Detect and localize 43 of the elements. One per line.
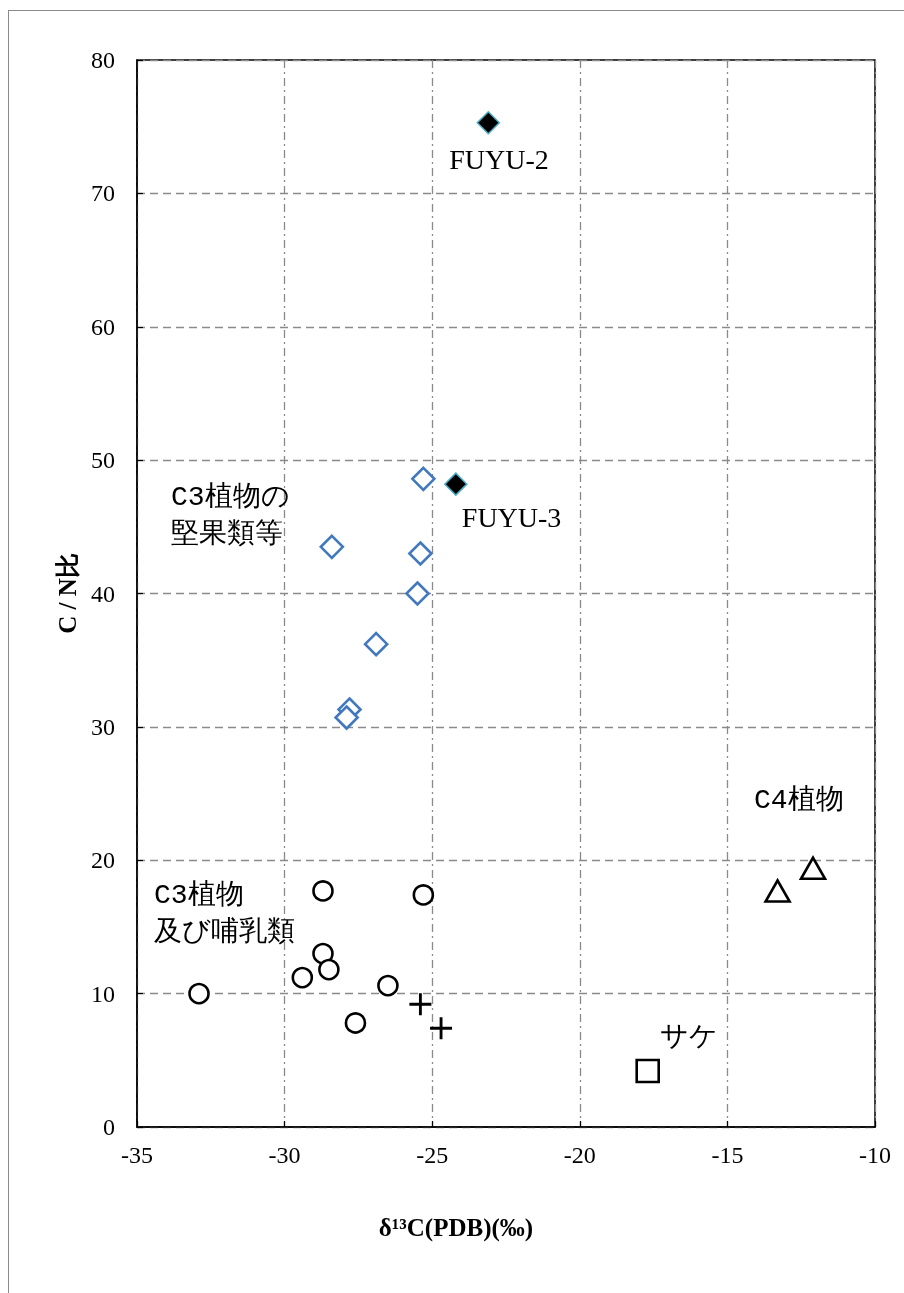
series-label: C4植物 (754, 783, 844, 816)
x-axis-title: δ¹³C(PDB)(‰) (378, 1214, 534, 1242)
point (411, 466, 436, 492)
x-tick-label: -30 (268, 1142, 301, 1168)
x-tick-label: -25 (416, 1142, 449, 1168)
x-tick-label: -10 (859, 1142, 891, 1168)
point (319, 534, 345, 560)
annotation: FUYU-2 (449, 144, 549, 176)
x-tick-label: -35 (121, 1142, 153, 1168)
point (476, 110, 501, 135)
x-tick-label: -20 (563, 1142, 596, 1168)
y-tick-label: 70 (91, 180, 115, 207)
point (444, 472, 468, 496)
point (764, 879, 791, 903)
x-tick-label: -15 (711, 1142, 744, 1168)
y-tick-label: 40 (91, 580, 115, 607)
point (405, 581, 430, 606)
series-label: C3植物の堅果類等 (171, 481, 290, 550)
point (412, 884, 435, 906)
series-label: C3植物及び哺乳類 (154, 879, 295, 948)
point (188, 982, 210, 1005)
point (799, 856, 827, 881)
point (363, 631, 389, 657)
point (635, 1058, 660, 1084)
y-tick-label: 50 (91, 447, 115, 474)
y-tick-label: 80 (91, 47, 115, 73)
point (409, 993, 432, 1016)
point (318, 958, 340, 981)
point (408, 541, 433, 566)
point (334, 705, 359, 730)
y-tick-label: 60 (91, 313, 115, 340)
point (377, 974, 399, 997)
y-axis-title: C / N比 (54, 553, 82, 634)
point (344, 1012, 367, 1034)
point (291, 966, 314, 989)
point (312, 942, 334, 965)
y-tick-label: 10 (91, 980, 115, 1007)
annotation: FUYU-3 (461, 501, 562, 533)
y-tick-label: 0 (103, 1114, 115, 1140)
y-tick-label: 30 (91, 713, 115, 740)
point (312, 880, 334, 902)
y-tick-label: 20 (91, 847, 115, 874)
series-label: サケ (660, 1021, 718, 1053)
